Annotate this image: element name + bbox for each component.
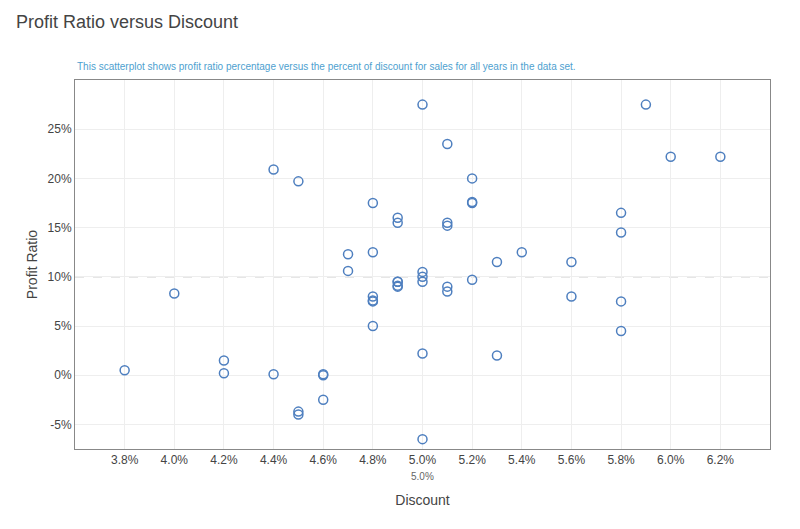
svg-text:Profit Ratio versus Discount: Profit Ratio versus Discount [16, 12, 238, 32]
svg-text:Discount: Discount [395, 492, 450, 508]
svg-text:3.8%: 3.8% [111, 453, 139, 467]
svg-text:-5%: -5% [50, 418, 72, 432]
svg-text:6.2%: 6.2% [707, 453, 735, 467]
svg-text:5.6%: 5.6% [558, 453, 586, 467]
svg-text:5.8%: 5.8% [607, 453, 635, 467]
svg-text:4.0%: 4.0% [161, 453, 189, 467]
svg-text:4.6%: 4.6% [310, 453, 338, 467]
svg-text:6.0%: 6.0% [657, 453, 685, 467]
svg-text:5.0%: 5.0% [411, 471, 434, 482]
svg-text:5.0%: 5.0% [409, 453, 437, 467]
svg-text:25%: 25% [48, 122, 72, 136]
svg-text:5%: 5% [54, 319, 72, 333]
svg-text:10%: 10% [48, 270, 72, 284]
svg-text:4.8%: 4.8% [359, 453, 387, 467]
svg-text:4.4%: 4.4% [260, 453, 288, 467]
svg-text:15%: 15% [48, 221, 72, 235]
svg-text:20%: 20% [48, 172, 72, 186]
svg-text:0%: 0% [54, 368, 72, 382]
svg-text:This scatterplot shows profit: This scatterplot shows profit ratio perc… [77, 61, 576, 72]
svg-text:5.2%: 5.2% [458, 453, 486, 467]
svg-text:Profit Ratio: Profit Ratio [24, 230, 40, 299]
svg-text:4.2%: 4.2% [210, 453, 238, 467]
svg-text:5.4%: 5.4% [508, 453, 536, 467]
